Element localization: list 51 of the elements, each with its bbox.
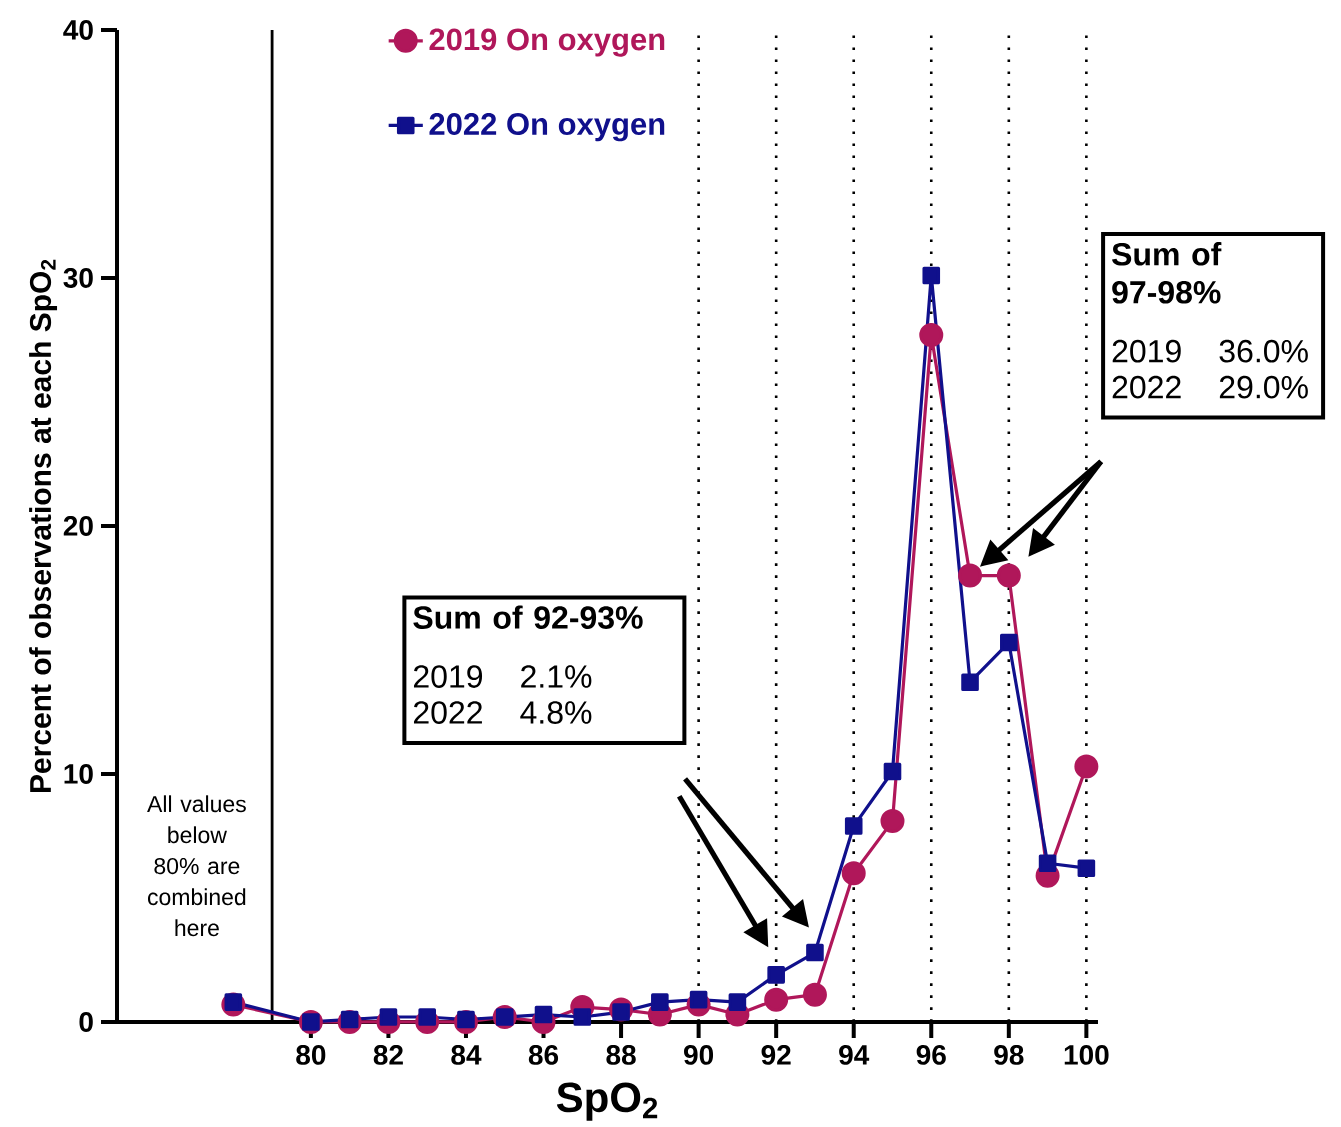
text: 2019 [1112,339,1181,363]
point [841,861,866,886]
x-tick-label: 86 [528,1045,559,1065]
point [961,673,979,692]
x-tick-label: 80 [296,1045,326,1065]
y-axis-title: Percent of observations at each SpO$_{2}$ [29,259,58,793]
point [996,563,1021,588]
legend-label: 2019 On oxygen [429,28,665,57]
annotation: 4.8% [520,701,592,724]
x-tick-label: 84 [451,1045,482,1065]
point [728,993,747,1011]
y-tick-label: 40 [63,20,93,40]
point [764,987,789,1012]
x-axis-title: SpO$_{2}$ [556,1082,658,1121]
point [1077,859,1096,878]
point [767,966,785,984]
point [844,817,863,835]
legend-label: 2022 On oxygen [429,113,665,142]
x-tick-label: 92 [761,1045,791,1065]
annotation: 2019 [413,665,483,688]
point [802,982,827,1007]
y-tick-label: 10 [64,764,93,784]
point [1038,854,1057,873]
point [573,1008,592,1026]
x-tick-label: 94 [839,1045,870,1065]
point [919,323,944,348]
annotation: 2.1% [521,665,592,688]
annotation: 2022 [413,701,482,724]
x-tick-label: 88 [606,1045,636,1065]
text: 2022 [1112,375,1181,399]
point [1000,633,1018,652]
x-tick-label: 90 [684,1045,714,1065]
annotation: Sum of 92-93% [413,605,643,629]
x-tick-label: 96 [916,1045,946,1065]
point [880,809,905,834]
text: Sum of 97-98% [1112,242,1222,304]
text: 29.0% [1219,375,1308,399]
y-tick-label: 30 [63,268,93,288]
annotation: All values below 80% are combined here [147,795,246,937]
y-tick-label: 20 [63,516,93,536]
point [806,943,824,962]
text: 36.0% [1219,339,1308,363]
y-tick-label: 0 [79,1012,93,1032]
x-tick-label: 100 [1064,1045,1109,1065]
point [958,563,983,588]
x-tick-label: 82 [373,1045,403,1065]
point [922,266,941,285]
point [883,762,902,781]
x-tick-label: 98 [994,1045,1024,1065]
point [1074,754,1099,779]
point [651,993,669,1011]
